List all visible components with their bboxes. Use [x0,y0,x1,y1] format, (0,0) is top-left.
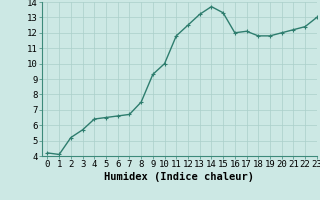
X-axis label: Humidex (Indice chaleur): Humidex (Indice chaleur) [104,172,254,182]
